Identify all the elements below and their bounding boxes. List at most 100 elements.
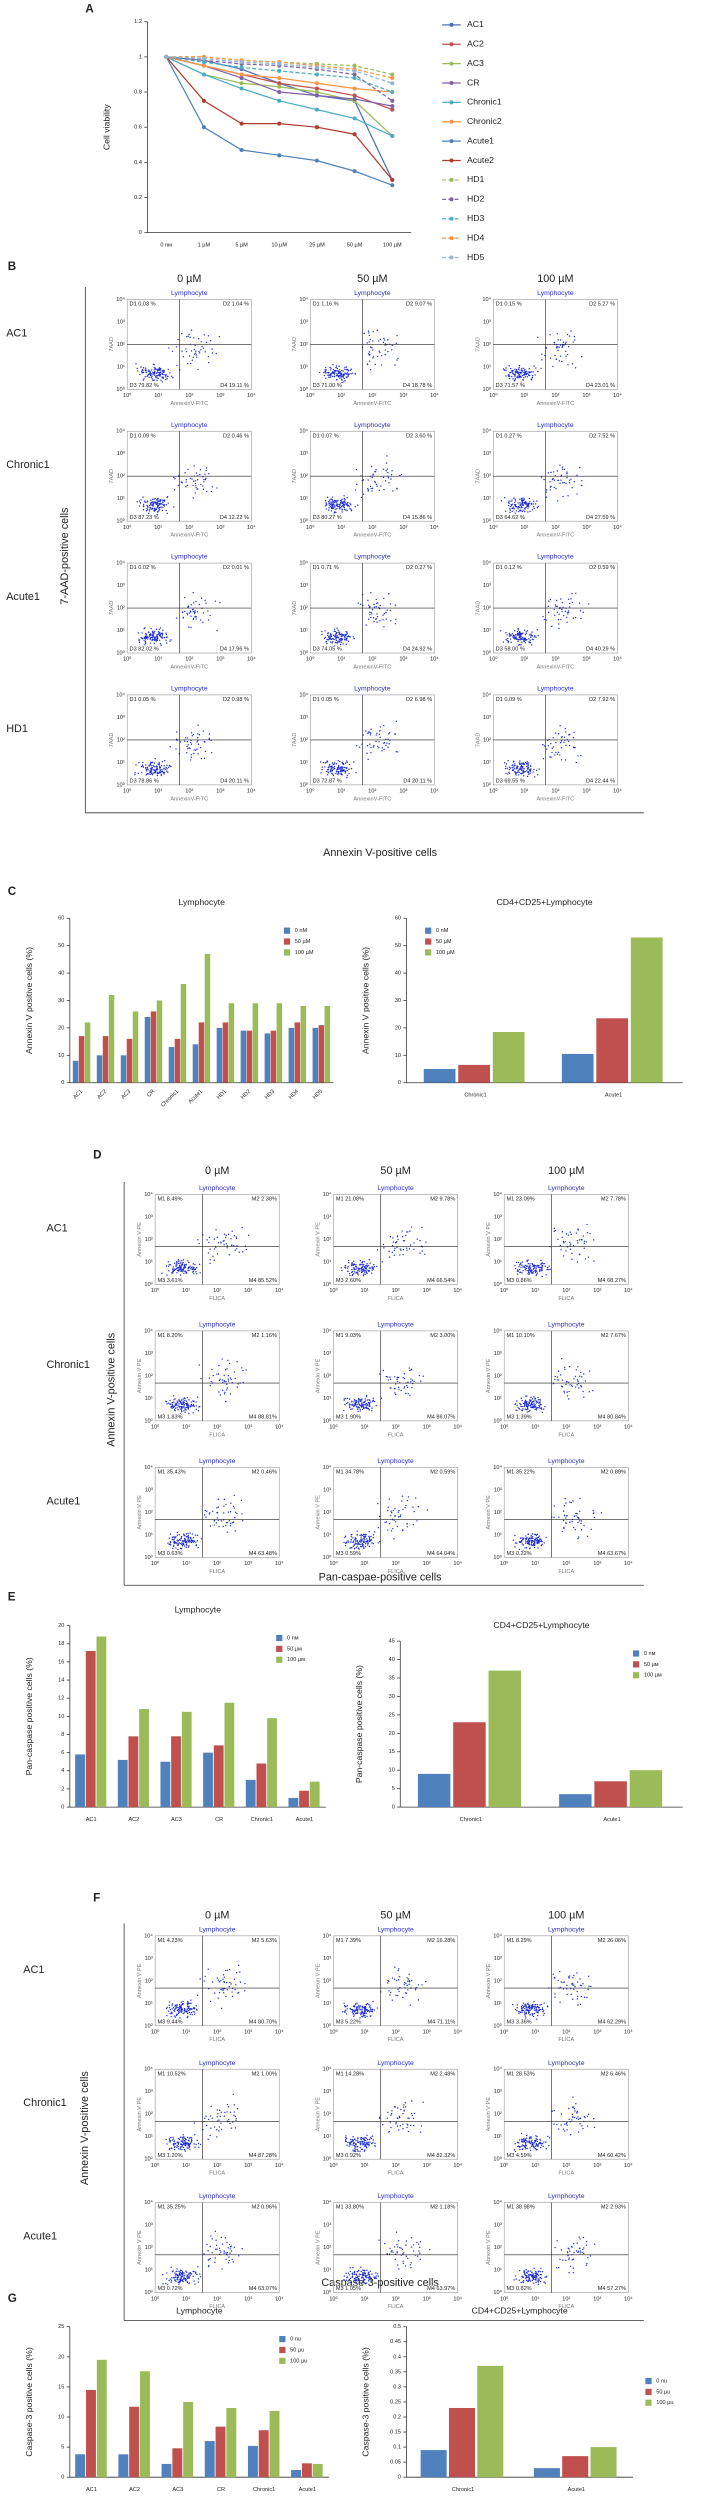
event-dot [342,375,345,377]
event-dot [569,733,571,735]
event-dot [188,355,191,357]
event-dot [150,499,152,501]
bar [270,1030,277,1083]
event-dot [525,631,527,633]
event-dot [560,759,563,761]
event-dot [188,2011,191,2014]
event-dot [510,500,512,502]
event-dot [521,371,523,374]
event-dot [222,1989,224,1992]
event-dot [350,1404,352,1406]
event-dot [531,1535,534,1538]
x-tick-label: 10⁴ [453,1424,462,1431]
event-dot [514,501,516,504]
event-dot [565,355,567,357]
event-dot [578,1387,580,1389]
event-dot [505,638,507,641]
quadrant-label-bg [494,300,523,308]
quadrant-label-bg [250,1468,278,1476]
event-dot [514,1264,516,1267]
event-dot [537,370,539,373]
y-tick-label: 10¹ [494,1259,502,1265]
event-dot [571,1385,573,1388]
event-dot [566,477,568,479]
event-dot [577,1517,580,1519]
event-dot [236,1361,238,1363]
event-dot [519,1537,522,1539]
event-dot [140,499,142,501]
event-dot [391,344,393,346]
event-dot [370,752,372,754]
event-dot [348,1262,350,1264]
y-tick-label: 10¹ [300,628,308,634]
marker [277,75,282,80]
event-dot [541,2007,544,2009]
event-dot [192,480,195,482]
event-dot [368,354,371,356]
event-dot [166,1274,168,1276]
event-dot [360,1269,362,1271]
event-dot [185,1400,188,1402]
y-axis-label: 7AAD [292,601,298,616]
event-dot [525,1267,528,1270]
event-dot [398,1990,400,1993]
marker [277,121,282,126]
event-dot [171,1404,173,1406]
x-tick-label: 10⁰ [123,524,132,531]
event-dot [158,763,161,766]
x-tick-label: 10⁰ [151,2028,160,2035]
quadrant-label: D4 12.22 % [220,515,249,521]
event-dot [512,378,514,380]
event-dot [196,748,198,750]
quadrant-label: M3 0.86% [507,1278,532,1284]
event-dot [530,636,532,638]
legend-marker [449,80,454,86]
event-dot [364,1267,366,1269]
event-dot [387,746,389,749]
event-dot [536,774,539,776]
event-dot [197,1239,199,1241]
quadrant-label-bg [494,696,523,703]
event-dot [346,1541,348,1543]
event-dot [350,373,352,375]
quadrant-label-bg [250,1937,278,1944]
event-dot [329,763,331,766]
y-tick-label: 10³ [300,583,308,589]
event-dot [168,2004,170,2007]
event-dot [554,1378,556,1381]
event-dot [396,359,398,361]
x-tick-label: 10¹ [520,525,528,531]
y-tick-label: 10¹ [117,760,125,766]
event-dot [321,766,323,768]
event-dot [577,1242,579,1244]
event-dot [406,1231,408,1233]
quadrant-label-bg [599,1468,627,1476]
x-tick-label: Chronic1 [160,1089,180,1109]
event-dot [525,765,528,768]
event-dot [388,1990,390,1992]
x-tick-label: 10³ [593,1561,601,1567]
plot-title: Lymphocyte [199,1185,236,1192]
event-dot [370,746,372,749]
event-dot [190,362,192,365]
event-dot [145,768,148,771]
event-dot [149,633,152,635]
marker [352,68,357,73]
plot-frame [333,1935,458,2027]
event-dot [419,1240,421,1242]
event-dot [204,478,207,481]
event-dot [517,1406,519,1409]
y-axis-label: 7AAD [475,733,481,748]
y-tick-label: 0 [139,230,142,236]
event-dot [360,1399,363,1401]
event-dot [580,1522,582,1525]
event-dot [350,1264,353,1266]
event-dot [341,767,343,769]
legend-label: 100 µM [436,950,455,956]
quadrant-label-bg [156,2018,184,2026]
event-dot [353,1273,355,1275]
event-dot [517,508,519,510]
event-dot [186,2010,188,2013]
event-dot [223,1976,226,1978]
event-dot [223,1233,226,1236]
